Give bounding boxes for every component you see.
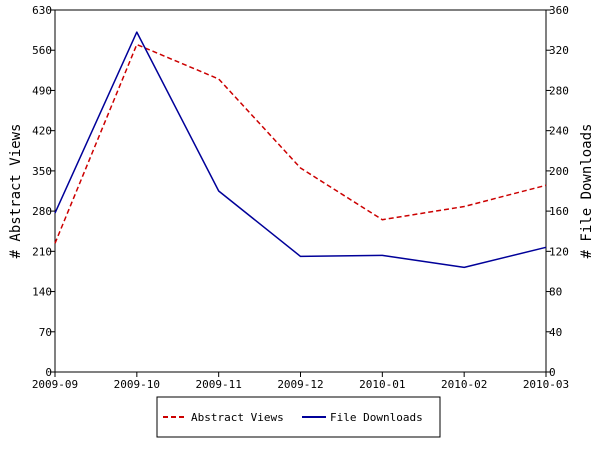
legend-label-abstract-views: Abstract Views [191, 411, 284, 424]
x-tick-label: 2010-01 [359, 378, 405, 391]
left-y-tick-label: 210 [32, 245, 52, 258]
right-y-tick-label: 360 [549, 4, 569, 17]
left-y-tick-label: 140 [32, 286, 52, 299]
right-y-tick-label: 40 [549, 326, 562, 339]
right-y-tick-label: 80 [549, 286, 562, 299]
right-y-axis: 0 40 80 120 160 200 240 280 320 360 [546, 4, 569, 379]
x-tick-label: 2009-11 [195, 378, 241, 391]
series-line-abstract-views [54, 43, 547, 244]
legend-box [156, 396, 441, 438]
left-y-tick-label: 70 [39, 326, 52, 339]
right-y-tick-label: 240 [549, 125, 569, 138]
x-tick-label: 2009-10 [114, 378, 160, 391]
series-lines [54, 31, 547, 269]
left-y-axis: 0 70 140 210 280 350 420 490 560 630 [32, 4, 55, 379]
x-tick-label: 2009-09 [32, 378, 78, 391]
x-axis: 2009-09 2009-10 2009-11 2009-12 2010-01 2010-… [32, 372, 569, 391]
left-y-tick-label: 420 [32, 125, 52, 138]
left-y-tick-label: 350 [32, 165, 52, 178]
right-axis-title: # File Downloads [579, 124, 595, 259]
right-y-tick-label: 280 [549, 84, 569, 97]
left-axis-title: # Abstract Views [8, 124, 24, 259]
legend-label-file-downloads: File Downloads [330, 411, 423, 424]
right-y-tick-label: 120 [549, 245, 569, 258]
left-y-tick-label: 630 [32, 4, 52, 17]
left-y-tick-label: 490 [32, 84, 52, 97]
x-tick-label: 2010-02 [441, 378, 487, 391]
x-tick-label: 2010-03 [523, 378, 569, 391]
left-y-tick-label: 0 [45, 366, 52, 379]
left-y-tick-label: 280 [32, 205, 52, 218]
right-y-tick-label: 320 [549, 44, 569, 57]
legend: Abstract Views File Downloads [156, 396, 441, 438]
x-tick-label: 2009-12 [277, 378, 323, 391]
series-line-file-downloads [54, 31, 547, 269]
plot-area [54, 9, 547, 373]
right-y-tick-label: 200 [549, 165, 569, 178]
right-y-tick-label: 160 [549, 205, 569, 218]
right-y-tick-label: 0 [549, 366, 556, 379]
left-y-tick-label: 560 [32, 44, 52, 57]
